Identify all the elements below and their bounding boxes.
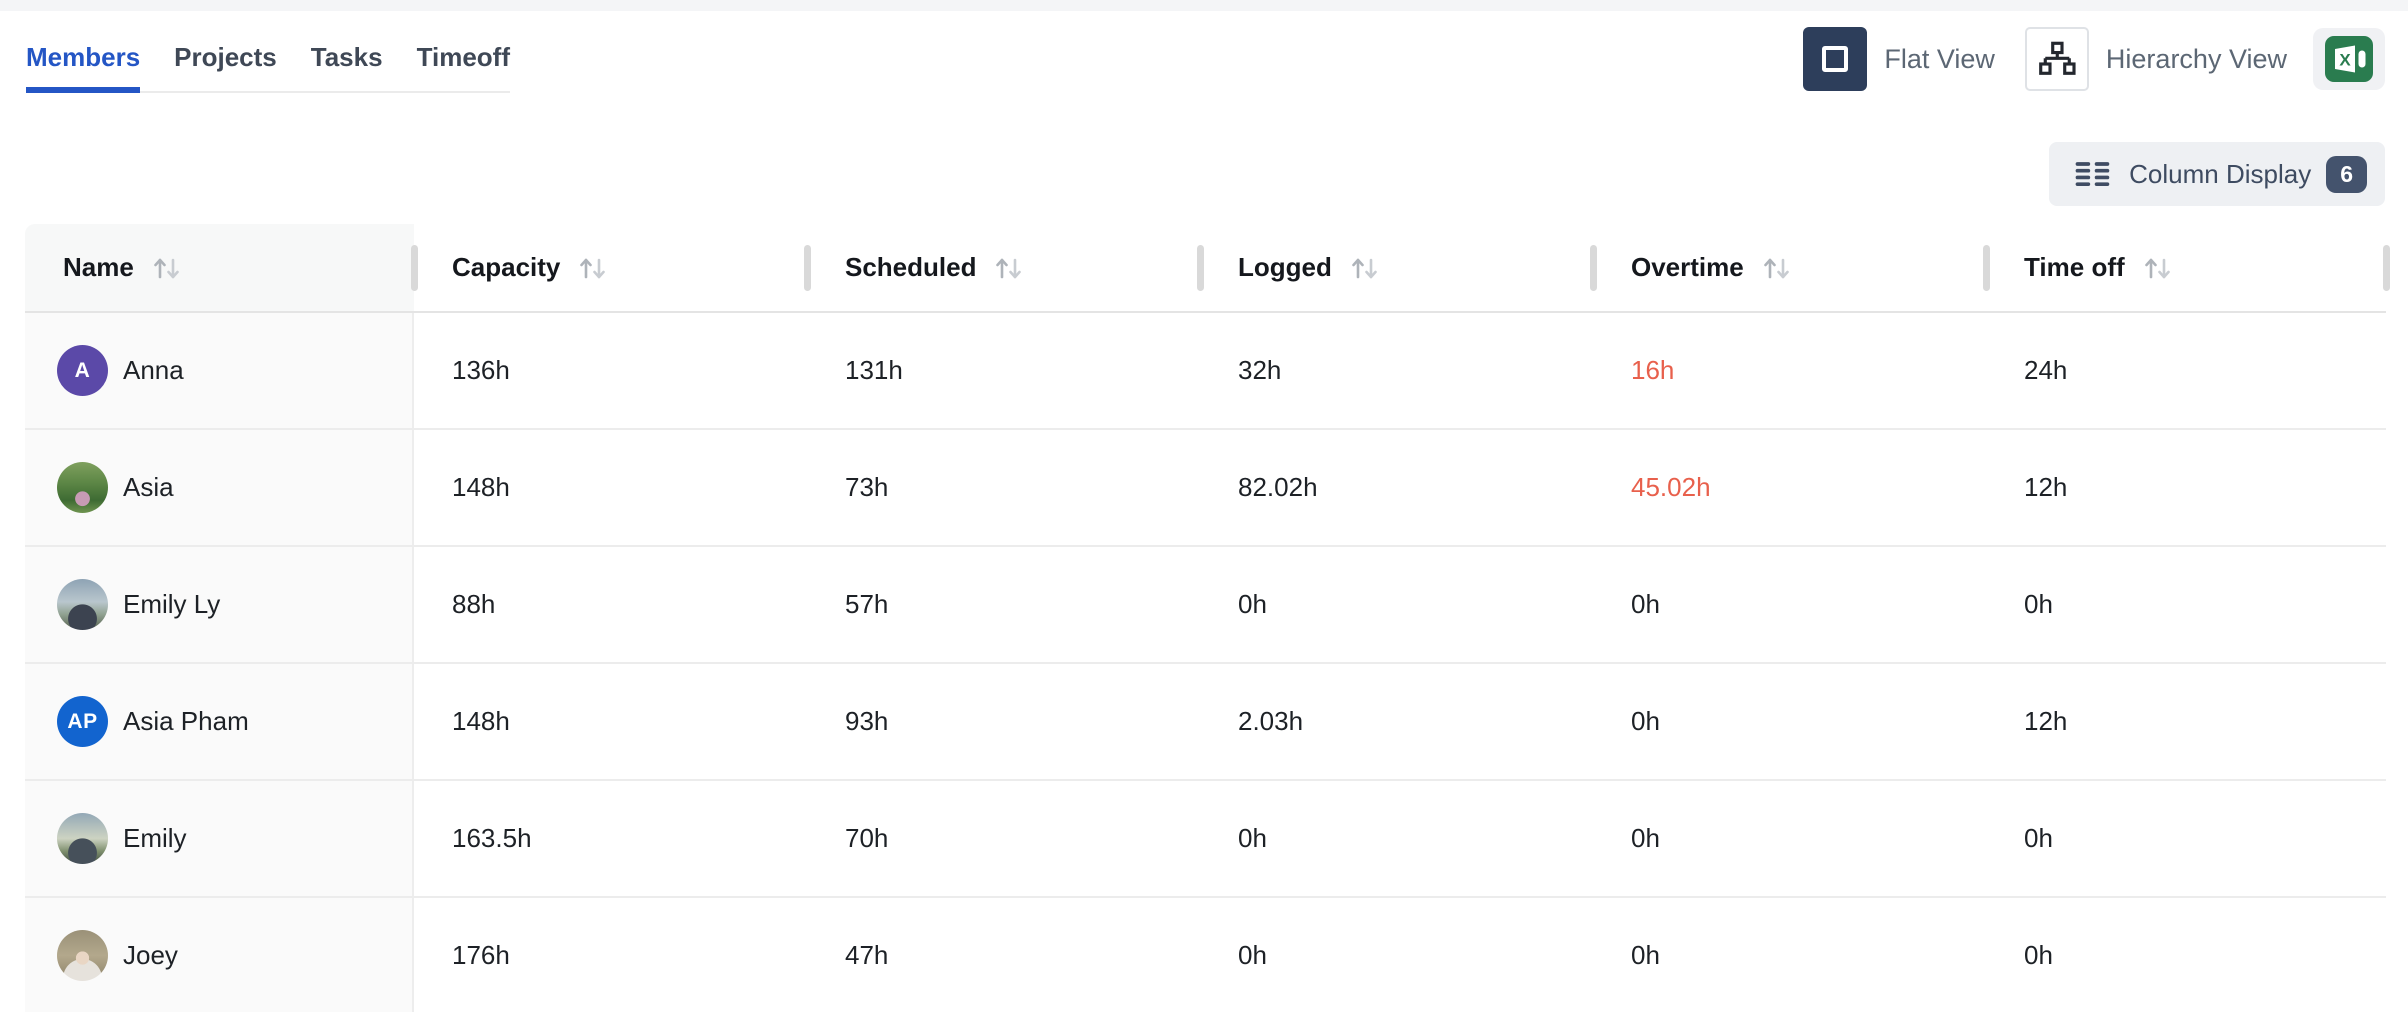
sort-icon[interactable]: [149, 253, 183, 283]
flat-view-label: Flat View: [1884, 43, 1995, 74]
logged-cell: 0h: [1238, 823, 1267, 853]
column-count-badge: 6: [2326, 155, 2367, 193]
timeoff-cell: 0h: [2024, 940, 2053, 970]
timeoff-cell: 0h: [2024, 823, 2053, 853]
table-row[interactable]: A Anna 136h 131h 32h 16h 24h: [25, 313, 2386, 430]
scheduled-cell: 70h: [845, 823, 889, 853]
column-header-name[interactable]: Name: [25, 224, 418, 311]
member-name: Asia Pham: [123, 706, 249, 736]
column-resize-handle[interactable]: [1197, 245, 1204, 291]
member-name-cell: Emily Ly: [25, 547, 414, 662]
avatar-photo: [57, 813, 108, 864]
tab-tasks[interactable]: Tasks: [310, 42, 383, 72]
hierarchy-view-button[interactable]: [2024, 27, 2089, 91]
scheduled-cell: 93h: [845, 706, 889, 736]
export-excel-button[interactable]: X: [2313, 28, 2385, 90]
column-header-capacity[interactable]: Capacity: [414, 224, 811, 311]
logged-cell: 0h: [1238, 589, 1267, 619]
member-name: Anna: [123, 355, 184, 385]
table-row[interactable]: Emily Ly 88h 57h 0h 0h 0h: [25, 547, 2386, 664]
avatar-photo: [57, 930, 108, 981]
capacity-cell: 148h: [452, 472, 510, 502]
avatar: AP: [57, 696, 108, 747]
tab-members[interactable]: Members: [26, 41, 141, 93]
sort-icon[interactable]: [575, 253, 609, 283]
overtime-cell: 45.02h: [1631, 472, 1711, 502]
tab-projects[interactable]: Projects: [174, 42, 277, 72]
overtime-cell: 0h: [1631, 706, 1660, 736]
table-header-row: Name Capacity Scheduled: [25, 224, 2390, 313]
avatar-photo: [57, 462, 108, 513]
scheduled-cell: 73h: [845, 472, 889, 502]
logged-cell: 2.03h: [1238, 706, 1304, 736]
member-name-cell: Emily: [25, 781, 414, 896]
excel-icon: X: [2325, 36, 2373, 82]
table-row[interactable]: Emily 163.5h 70h 0h 0h 0h: [25, 781, 2386, 898]
column-resize-handle[interactable]: [1983, 245, 1990, 291]
table-row[interactable]: AP Asia Pham 148h 93h 2.03h 0h 12h: [25, 664, 2386, 781]
scheduled-cell: 57h: [845, 589, 889, 619]
column-header-overtime[interactable]: Overtime: [1593, 224, 1990, 311]
table-row[interactable]: Asia 148h 73h 82.02h 45.02h 12h: [25, 430, 2386, 547]
overtime-cell: 0h: [1631, 823, 1660, 853]
column-header-logged[interactable]: Logged: [1200, 224, 1597, 311]
column-resize-handle[interactable]: [804, 245, 811, 291]
capacity-cell: 88h: [452, 589, 496, 619]
table-body: A Anna 136h 131h 32h 16h 24h Asia 148h 7…: [25, 313, 2386, 1012]
member-name-cell: Asia: [25, 430, 414, 545]
timeoff-cell: 12h: [2024, 472, 2068, 502]
member-name: Joey: [123, 940, 178, 970]
logged-cell: 0h: [1238, 940, 1267, 970]
member-name: Emily: [123, 823, 187, 853]
scheduled-cell: 131h: [845, 355, 903, 385]
avatar: A: [57, 345, 108, 396]
overtime-cell: 16h: [1631, 355, 1675, 385]
timeoff-cell: 12h: [2024, 706, 2068, 736]
column-resize-handle[interactable]: [2383, 245, 2390, 291]
column-resize-handle[interactable]: [411, 245, 418, 291]
capacity-cell: 163.5h: [452, 823, 532, 853]
sort-icon[interactable]: [991, 253, 1025, 283]
tab-timeoff[interactable]: Timeoff: [416, 42, 510, 72]
flat-view-icon: [1822, 46, 1849, 72]
overtime-cell: 0h: [1631, 589, 1660, 619]
top-edge-strip: [0, 0, 2408, 11]
member-name: Emily Ly: [123, 589, 221, 619]
flat-view-button[interactable]: [1803, 27, 1868, 91]
logged-cell: 82.02h: [1238, 472, 1318, 502]
logged-cell: 32h: [1238, 355, 1282, 385]
member-name-cell: Joey: [25, 898, 414, 1012]
capacity-cell: 148h: [452, 706, 510, 736]
overtime-cell: 0h: [1631, 940, 1660, 970]
capacity-cell: 136h: [452, 355, 510, 385]
member-name: Asia: [123, 472, 174, 502]
sort-icon[interactable]: [2140, 253, 2174, 283]
column-display-label: Column Display: [2129, 158, 2312, 189]
tab-bar: Members Projects Tasks Timeoff: [26, 41, 510, 93]
sort-icon[interactable]: [1759, 253, 1793, 283]
column-display-button[interactable]: Column Display 6: [2049, 142, 2385, 206]
column-header-timeoff[interactable]: Time off: [1986, 224, 2390, 311]
column-resize-handle[interactable]: [1590, 245, 1597, 291]
capacity-cell: 176h: [452, 940, 510, 970]
avatar-photo: [57, 579, 108, 630]
hierarchy-view-label: Hierarchy View: [2105, 43, 2287, 74]
hierarchy-icon: [2039, 41, 2076, 75]
svg-text:X: X: [2339, 51, 2351, 70]
column-header-scheduled[interactable]: Scheduled: [807, 224, 1204, 311]
timeoff-cell: 0h: [2024, 589, 2053, 619]
column-display-icon: [2075, 162, 2110, 186]
timeoff-cell: 24h: [2024, 355, 2068, 385]
member-name-cell: AP Asia Pham: [25, 664, 414, 779]
members-table: Name Capacity Scheduled: [25, 224, 2390, 1012]
view-controls: Flat View Hierarchy View X: [1803, 27, 2385, 91]
member-name-cell: A Anna: [25, 313, 414, 428]
sort-icon[interactable]: [1347, 253, 1381, 283]
scheduled-cell: 47h: [845, 940, 889, 970]
table-row[interactable]: Joey 176h 47h 0h 0h 0h: [25, 898, 2386, 1012]
